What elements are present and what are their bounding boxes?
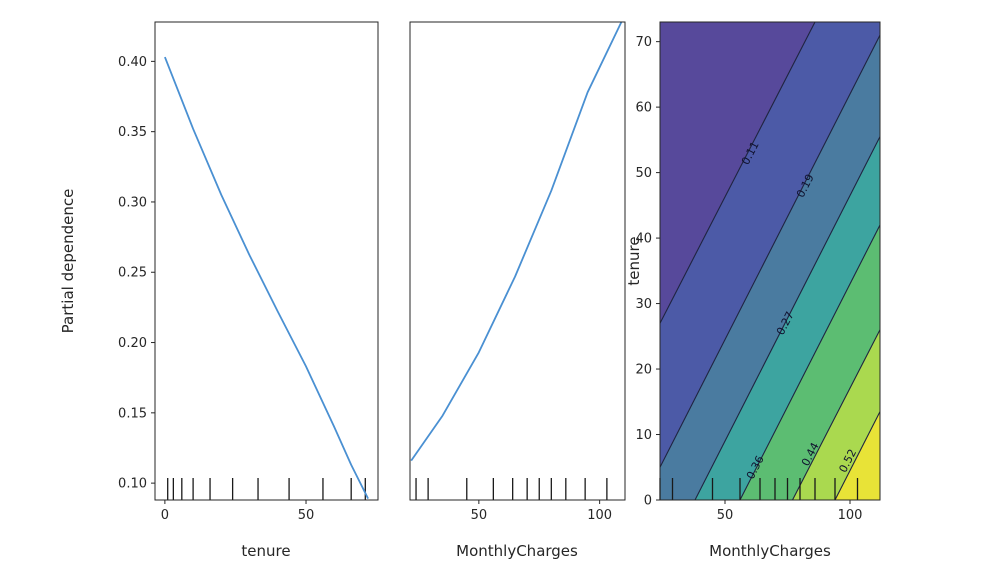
x-axis-label-monthlycharges-middle: MonthlyCharges [456, 542, 578, 560]
x-tick-label: 0 [161, 508, 169, 523]
axes-frame [409, 21, 626, 501]
contour-line-0.36 [739, 224, 881, 501]
x-tick-label: 50 [471, 508, 488, 523]
y-tick-label: 50 [635, 166, 652, 181]
y-tick-label: 0.10 [118, 477, 147, 492]
axes-frame [659, 21, 881, 501]
partial-dependence-curve [164, 56, 369, 500]
x-axis-label-tenure: tenure [241, 542, 291, 560]
y-tick-label: 0 [644, 494, 652, 509]
panel-monthlycharges-line: 50 100 [409, 21, 626, 523]
x-tick-label: 50 [717, 508, 734, 523]
y-tick-label: 10 [635, 428, 652, 443]
x-tick-label: 50 [298, 508, 315, 523]
axes-frame [154, 21, 379, 501]
y-tick-label: 0.20 [118, 336, 147, 351]
contour-line-0.11 [659, 21, 816, 324]
y-axis-label-tenure: tenure [625, 236, 643, 286]
y-tick-label: 0.15 [118, 406, 147, 421]
partial-dependence-curve [410, 21, 623, 462]
x-tick-label: 100 [838, 508, 863, 523]
y-tick-label: 70 [635, 35, 652, 50]
y-axis-label-partial-dependence: Partial dependence [59, 188, 77, 334]
y-tick-label: 0.30 [118, 195, 147, 210]
contour-line-0.27 [694, 136, 881, 501]
contour-line-0.44 [792, 329, 881, 501]
x-axis-label-monthlycharges-right: MonthlyCharges [709, 542, 831, 560]
x-tick-label: 100 [587, 508, 612, 523]
contour-line-0.19 [659, 34, 881, 468]
y-tick-label: 0.25 [118, 266, 147, 281]
contour-line-0.52 [834, 411, 881, 501]
y-tick-label: 20 [635, 363, 652, 378]
y-tick-label: 30 [635, 297, 652, 312]
y-tick-label: 0.35 [118, 125, 147, 140]
y-tick-label: 40 [635, 232, 652, 247]
y-tick-label: 60 [635, 101, 652, 116]
y-tick-label: 0.40 [118, 55, 147, 70]
panel-tenure-line: 0 50 0.40 0.35 0.30 0.25 0.20 0.15 0.10 [118, 21, 379, 523]
